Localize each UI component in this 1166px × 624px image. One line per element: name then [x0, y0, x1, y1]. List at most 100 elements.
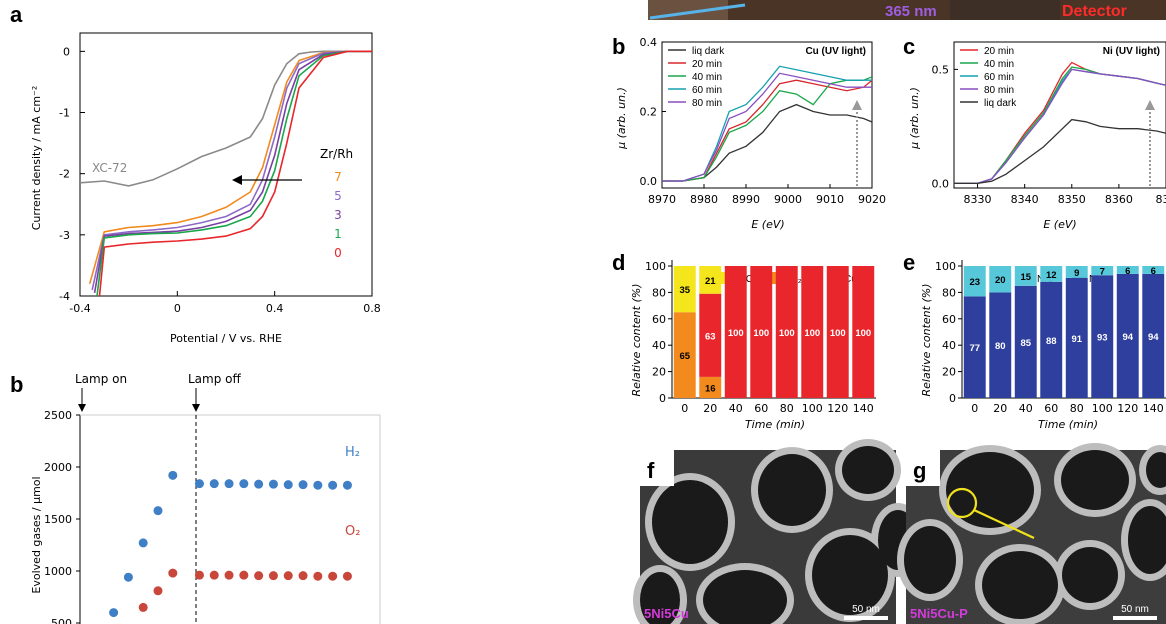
detector-label: Detector	[1062, 3, 1127, 20]
panel-e-bar-label: 6	[1151, 266, 1156, 277]
panel-a-frame	[79, 32, 373, 297]
panel-f-letter-box	[640, 450, 674, 486]
sem-g-pore	[904, 526, 956, 594]
panel-b-right-ytick-label: 0.4	[640, 36, 658, 49]
panel-e-xtick-label: 0	[971, 402, 978, 415]
panel-c-legend-label: 40 min	[984, 59, 1014, 70]
sem-f-pore	[703, 570, 787, 624]
panel-b-left-point	[268, 571, 278, 581]
panel-d-bar-segment	[750, 266, 773, 398]
panel-e-bar-label: 93	[1097, 333, 1108, 344]
panel-d-ytick-label: 20	[652, 366, 666, 379]
sem-f-pore	[640, 572, 680, 624]
panel-c-arrow-icon	[1145, 100, 1155, 110]
panel-b-left: b 2500 2000 1500 1000 500 Evolved gases / μm…	[10, 372, 381, 624]
panel-d-bar-label: 21	[705, 276, 716, 287]
panel-d-bar-label: 16	[705, 383, 716, 394]
panel-b-left-point	[194, 479, 204, 489]
panel-e-bar-segment	[1014, 285, 1037, 398]
panel-b-right-ytick-label: 0.0	[640, 175, 658, 188]
panel-e-bar-label: 15	[1020, 272, 1031, 283]
panel-c-xtick-label: 8340	[1011, 193, 1039, 206]
panel-a-legend-item: 5	[334, 189, 342, 203]
panel-b-right-xtick-label: 9020	[858, 193, 886, 206]
panel-e-bar-segment	[1065, 266, 1088, 278]
panel-e-bar-segment	[963, 296, 986, 398]
panel-g-scale-label: 50 nm	[1121, 604, 1149, 615]
sem-g-pore	[946, 452, 1034, 528]
panel-d-bar-segment	[775, 266, 798, 398]
panel-e-xtick-label: 120	[1117, 402, 1138, 415]
panel-c-legend-label: 80 min	[984, 85, 1014, 96]
panel-e-bar-label: 88	[1046, 336, 1057, 347]
panel-a-legend-item: 0	[334, 246, 342, 260]
panel-b-left-point	[254, 479, 264, 489]
panel-e-bar-segment	[1065, 277, 1088, 398]
panel-d-ytick-label: 80	[652, 286, 666, 299]
panel-e-xtick-label: 20	[993, 402, 1007, 415]
panel-a-ytick-label: -2	[59, 168, 70, 181]
panel-b-left-point	[313, 480, 323, 490]
panel-b-left-point	[194, 570, 204, 580]
panel-a-curve-0	[98, 50, 372, 297]
panel-b-left-point	[224, 570, 234, 580]
panel-c-title: Ni (UV light)	[1103, 46, 1160, 57]
panel-d-bar-segment	[724, 266, 747, 398]
panel-g-scale-bar	[1113, 616, 1157, 620]
panel-c-curve	[954, 68, 1166, 185]
panel-c-legend-label: 20 min	[984, 46, 1014, 57]
panel-b-left-ytick-label: 2000	[44, 461, 72, 474]
panel-e-ytick-label: 100	[935, 260, 956, 273]
panel-a-ytick-label: -1	[59, 107, 70, 120]
panel-d-ytick-label: 0	[659, 392, 666, 405]
panel-b-right-legend-label: 20 min	[692, 59, 722, 70]
panel-b-right-ylabel: μ (arb. un.)	[615, 87, 628, 150]
panel-b-left-point	[153, 586, 163, 596]
panel-d-bar-label: 65	[679, 351, 690, 362]
panel-a-legend-item: 3	[334, 208, 342, 222]
panel-b-left-point	[138, 538, 148, 548]
panel-b-right-xtick-label: 9010	[816, 193, 844, 206]
panel-e-bar-label: 9	[1074, 268, 1079, 279]
panel-a-xtick-label: 0.4	[266, 302, 284, 315]
panel-e-bar-segment	[1014, 266, 1037, 286]
panel-d-bar-label: 35	[679, 285, 690, 296]
panel-c-xlabel: E (eV)	[1043, 218, 1076, 231]
panel-c-frame	[953, 41, 1166, 189]
panel-a-ytick-label: -3	[59, 229, 70, 242]
panel-d-bar-label: 100	[830, 328, 846, 339]
panel-b-left-point	[239, 570, 249, 580]
panel-a: a 0 -1 -2 -3 -4 -0.4 0 0.4 0.8 Current density …	[10, 2, 381, 345]
panel-e-xtick-label: 100	[1092, 402, 1113, 415]
panel-b-right-curve	[662, 76, 873, 182]
panel-b-left-point	[342, 480, 352, 490]
sem-f-pore	[812, 535, 888, 615]
panel-d-xtick-label: 0	[681, 402, 688, 415]
highlight-pointer	[973, 509, 1035, 539]
panel-c-xtick-label: 8350	[1058, 193, 1086, 206]
panel-b-right-xtick-label: 9000	[774, 193, 802, 206]
panel-a-ylabel: Current density / mA cm⁻²	[30, 86, 43, 231]
panel-e-ytick-label: 80	[942, 286, 956, 299]
panel-b-right-curve	[662, 72, 872, 182]
panel-e-letter: e	[903, 250, 915, 275]
panel-d-bar-label: 100	[804, 328, 820, 339]
panel-b-left-point	[168, 470, 178, 480]
panel-e-bar-segment	[963, 266, 986, 297]
panel-e-bar-label: 23	[969, 277, 980, 288]
panel-c-curve	[954, 118, 1166, 185]
panel-e-ytick-label: 0	[949, 392, 956, 405]
panel-d-bar-segment	[699, 293, 722, 377]
panel-b-left-point	[123, 572, 133, 582]
panel-b-left-point	[168, 568, 178, 578]
panel-e-bar-segment	[1091, 275, 1114, 398]
panel-e-bar-label: 7	[1100, 267, 1105, 278]
panel-c-ylabel: μ (arb. un.)	[908, 87, 921, 150]
panel-d-bar-segment	[826, 266, 849, 398]
panel-b-left-point	[209, 570, 219, 580]
panel-b-left-point	[328, 480, 338, 490]
panel-b-left-point	[283, 571, 293, 581]
panel-f-scale-bar	[844, 616, 888, 620]
panel-d-bar-segment	[801, 266, 824, 398]
sem-g-pore	[1146, 452, 1166, 488]
